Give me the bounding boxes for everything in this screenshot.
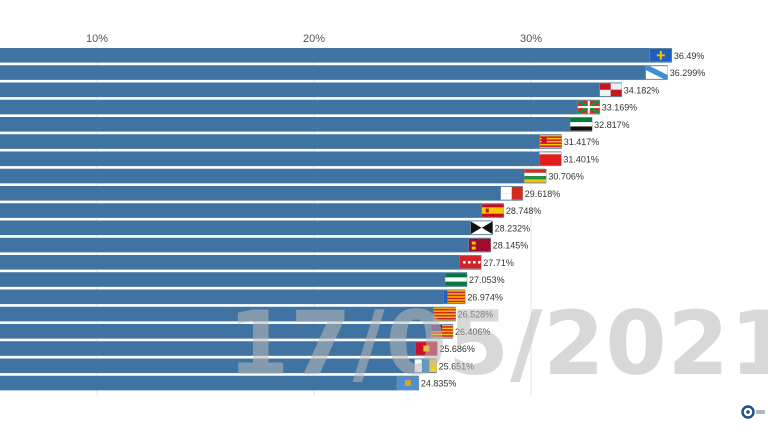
castilla-leon-flag-icon (599, 83, 622, 97)
bar-value-label: 28.232% (495, 223, 531, 233)
bar (0, 99, 600, 115)
murcia-flag-icon (468, 238, 491, 252)
bar-value-label: 27.053% (469, 275, 505, 285)
navarra-flag-icon (415, 341, 438, 356)
bar-row: 26.974% (0, 289, 503, 305)
bar (0, 341, 438, 356)
bar-value-label: 36.299% (670, 68, 706, 78)
bar (0, 151, 562, 167)
bar-value-label: 31.417% (564, 137, 600, 147)
bar-value-label: 28.748% (506, 206, 542, 216)
bar-row: 25.686% (0, 341, 475, 356)
bar (0, 117, 593, 132)
extremadura-flag-icon (569, 117, 593, 132)
bar-row: 30.706% (0, 168, 584, 184)
bar-row: 36.299% (0, 65, 705, 80)
la-rioja-flag-icon (524, 169, 547, 183)
ceuta-flag-icon (470, 221, 493, 235)
bar-value-label: 25.651% (439, 361, 475, 371)
bar (0, 48, 672, 63)
bar (0, 375, 419, 391)
bar (0, 65, 668, 80)
bar-row: 26.406% (0, 324, 491, 339)
bar-value-label: 26.406% (455, 327, 491, 337)
andalucia-flag-icon (444, 272, 468, 287)
bar (0, 324, 454, 339)
bar-row: 26.528% (0, 306, 494, 322)
bar-value-label: 27.71% (483, 258, 514, 268)
bar-row: 28.145% (0, 237, 529, 253)
bar-row: 29.618% (0, 186, 560, 201)
bar-value-label: 30.706% (548, 172, 584, 182)
bar-row: 33.169% (0, 99, 638, 115)
bars: 36.49% 36.299% 34.182% 33.169% 32.817% 31.417… (0, 48, 705, 391)
x-tick-label: 30% (520, 33, 542, 45)
bar-row: 27.053% (0, 272, 505, 287)
bar-value-label: 29.618% (525, 189, 561, 199)
bar-row: 27.71% (0, 255, 514, 270)
bar-row: 36.49% (0, 48, 704, 63)
bar-row: 28.232% (0, 220, 531, 236)
x-axis-ticks: 10% 20% 30% (86, 33, 542, 45)
bar-value-label: 31.401% (563, 154, 599, 164)
bar (0, 168, 547, 184)
bar-value-label: 28.145% (493, 241, 529, 251)
bar (0, 255, 482, 270)
bar-row: 31.401% (0, 151, 599, 167)
bar (0, 358, 437, 374)
galicia-flag-icon (645, 65, 668, 80)
bar (0, 134, 562, 149)
bar-row: 28.748% (0, 203, 541, 218)
bar (0, 82, 622, 98)
bar (0, 237, 491, 253)
bar-value-label: 32.817% (594, 120, 630, 130)
bar-row: 34.182% (0, 82, 660, 98)
bar-value-label: 25.686% (439, 344, 475, 354)
bar (0, 220, 493, 236)
x-tick-label: 10% (86, 33, 108, 45)
cantabria-flag-icon (539, 152, 562, 166)
aragon-flag-icon (539, 134, 562, 149)
bar-row: 31.417% (0, 134, 599, 149)
melilla-flag-icon (396, 376, 420, 390)
spain-flag-icon (481, 203, 505, 218)
bar (0, 306, 456, 322)
bar-row: 24.835% (0, 375, 457, 391)
bar-value-label: 36.49% (674, 51, 705, 61)
bar (0, 272, 468, 287)
bar (0, 186, 523, 201)
pais-vasco-flag-icon (577, 99, 601, 115)
brand-logo-icon (741, 405, 767, 419)
x-tick-label: 20% (303, 33, 325, 45)
baleares-flag-icon (430, 324, 454, 338)
bar-value-label: 34.182% (624, 85, 660, 95)
bar (0, 203, 504, 218)
cataluna-flag-icon (433, 307, 456, 321)
bar-value-label: 26.528% (458, 310, 494, 320)
asturias-flag-icon (649, 48, 673, 62)
castilla-la-mancha-flag-icon (500, 186, 523, 201)
canarias-flag-icon (414, 359, 437, 373)
bar-value-label: 24.835% (421, 379, 457, 389)
madrid-flag-icon (459, 255, 482, 270)
bar-row: 32.817% (0, 117, 630, 132)
comunidad-valenciana-flag-icon (443, 290, 466, 304)
bar-row: 25.651% (0, 358, 475, 374)
bar-value-label: 26.974% (467, 292, 503, 302)
bar-value-label: 33.169% (602, 103, 638, 113)
bar (0, 289, 466, 305)
